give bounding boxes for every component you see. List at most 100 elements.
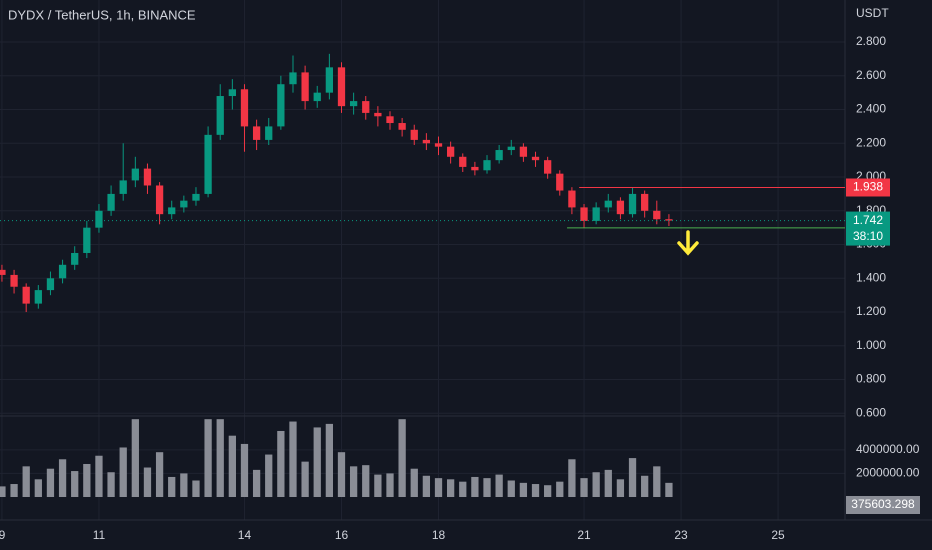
volume-bar [531, 484, 540, 497]
volume-bar [349, 466, 358, 497]
candle-body [83, 227, 91, 253]
candle-body [374, 112, 382, 117]
currency-label: USDT [856, 6, 889, 20]
candle-body [252, 126, 261, 140]
candle-body [277, 84, 285, 127]
x-tick-label: 9 [0, 528, 6, 542]
candle-body [289, 72, 297, 85]
candle-body [180, 200, 188, 208]
candle-body [228, 89, 236, 97]
candle-body [325, 67, 334, 93]
volume-bar [519, 482, 528, 497]
volume-bar [386, 473, 394, 497]
volume-bar [216, 419, 224, 497]
candle-body [531, 156, 540, 161]
y-tick-label: 2.600 [856, 68, 886, 82]
volume-bar [168, 476, 176, 497]
volume-bar [337, 452, 346, 497]
volume-bar [374, 474, 382, 497]
last-volume-label: 375603.298 [851, 497, 915, 511]
candle-body [604, 200, 612, 208]
candle-body [556, 173, 564, 191]
candle-body [119, 180, 127, 194]
candle-body [580, 207, 588, 221]
candle-body [204, 134, 212, 194]
x-tick-label: 16 [335, 528, 349, 542]
volume-bar [301, 461, 309, 497]
candle-body [471, 166, 479, 171]
x-tick-label: 11 [93, 528, 106, 542]
volume-bar [459, 481, 467, 497]
volume-bar [83, 463, 91, 497]
volume-bar [495, 474, 503, 497]
volume-bar [58, 459, 67, 497]
volume-bar [434, 478, 443, 497]
volume-bar [289, 421, 297, 497]
candle-body [446, 146, 455, 157]
candle-body [337, 67, 346, 107]
volume-bar [507, 480, 515, 497]
volume-bar [0, 486, 6, 497]
volume-bar [641, 475, 649, 497]
volume-bar [580, 478, 588, 497]
volume-bar [446, 479, 455, 497]
candle-body [34, 290, 42, 304]
candle-body [495, 150, 503, 161]
candle-body [568, 190, 576, 208]
candle-body [519, 146, 528, 157]
candle-body [641, 193, 649, 211]
volume-bar [592, 472, 600, 497]
level-label-bg [846, 178, 890, 197]
x-tick-label: 25 [771, 528, 785, 542]
candle-body [192, 193, 200, 201]
volume-bar [46, 468, 55, 497]
candle-body [0, 269, 6, 275]
volume-tick-label: 2000000.00 [856, 466, 920, 480]
y-tick-label: 0.600 [856, 405, 886, 419]
y-tick-label: 2.200 [856, 135, 886, 149]
volume-bar [192, 480, 200, 497]
chart-title: DYDX / TetherUS, 1h, BINANCE [8, 7, 196, 22]
countdown-label: 38:10 [853, 229, 883, 243]
last-price-label: 1.742 [853, 213, 883, 227]
volume-bar [277, 430, 285, 497]
x-tick-label: 21 [577, 528, 591, 542]
candle-body [95, 210, 103, 228]
volume-bar [471, 476, 479, 497]
candle-body [10, 274, 18, 287]
candle-body [168, 207, 176, 215]
volume-bar [483, 478, 491, 497]
candle-body [398, 123, 406, 130]
volume-bar [628, 458, 637, 497]
y-tick-label: 1.000 [856, 338, 886, 352]
volume-bar [180, 473, 188, 497]
candle-body [216, 96, 224, 135]
level-label: 1.938 [853, 180, 883, 194]
y-tick-label: 1.200 [856, 304, 886, 318]
candle-body [71, 252, 79, 265]
volume-bar [653, 466, 661, 497]
candle-body [653, 210, 661, 220]
candle-body [107, 193, 115, 211]
candle-body [459, 156, 467, 167]
y-tick-label: 2.400 [856, 102, 886, 116]
volume-bar [665, 482, 673, 497]
candle-body [265, 126, 273, 140]
candle-body [422, 139, 431, 144]
volume-bar [422, 475, 431, 497]
volume-bar [362, 465, 370, 497]
candle-body [155, 185, 164, 215]
candle-body [131, 168, 139, 181]
candle-body [386, 116, 394, 124]
candle-body [628, 193, 637, 215]
volume-bar [398, 419, 406, 497]
candle-body [301, 72, 309, 102]
last-volume-bg [846, 496, 920, 514]
y-tick-label: 2.800 [856, 34, 886, 48]
candle-body [434, 143, 443, 147]
volume-bar [410, 468, 418, 497]
x-tick-label: 23 [674, 528, 688, 542]
volume-bar [95, 455, 103, 497]
